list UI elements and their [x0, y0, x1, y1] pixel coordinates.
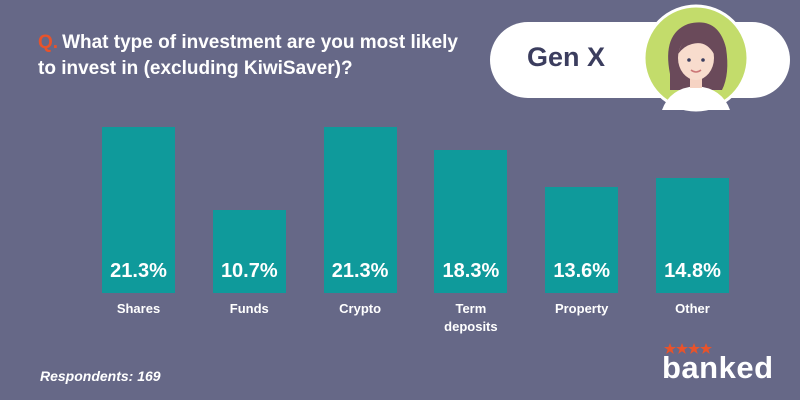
avatar [642, 4, 750, 112]
chart-title: Q. What type of investment are you most l… [38, 30, 458, 82]
title-text: What type of investment are you most lik… [38, 32, 458, 79]
logo-stars [664, 343, 712, 354]
category-label: Crypto [339, 301, 382, 316]
bar [545, 186, 619, 293]
bar [656, 177, 729, 293]
value-label: 14.8% [664, 260, 721, 282]
bar [434, 150, 508, 293]
bar [212, 209, 286, 293]
category-label: Other [675, 301, 710, 316]
value-label: 21.3% [110, 260, 167, 282]
question-marker: Q. [38, 32, 59, 53]
category-label: Shares [116, 301, 161, 316]
logo: banked [662, 350, 774, 385]
value-label: 21.3% [331, 260, 389, 282]
value-label: 13.6% [553, 260, 611, 282]
category-label: Property [554, 301, 609, 316]
category-label: Funds [229, 301, 269, 316]
category-label: Term deposits [444, 301, 498, 334]
value-label: 10.7% [220, 260, 278, 282]
bar [102, 126, 175, 293]
badge-label: Gen X [527, 42, 606, 72]
footnote: Respondents: 169 [40, 368, 161, 384]
bar [323, 126, 397, 293]
value-label: 18.3% [442, 260, 500, 282]
